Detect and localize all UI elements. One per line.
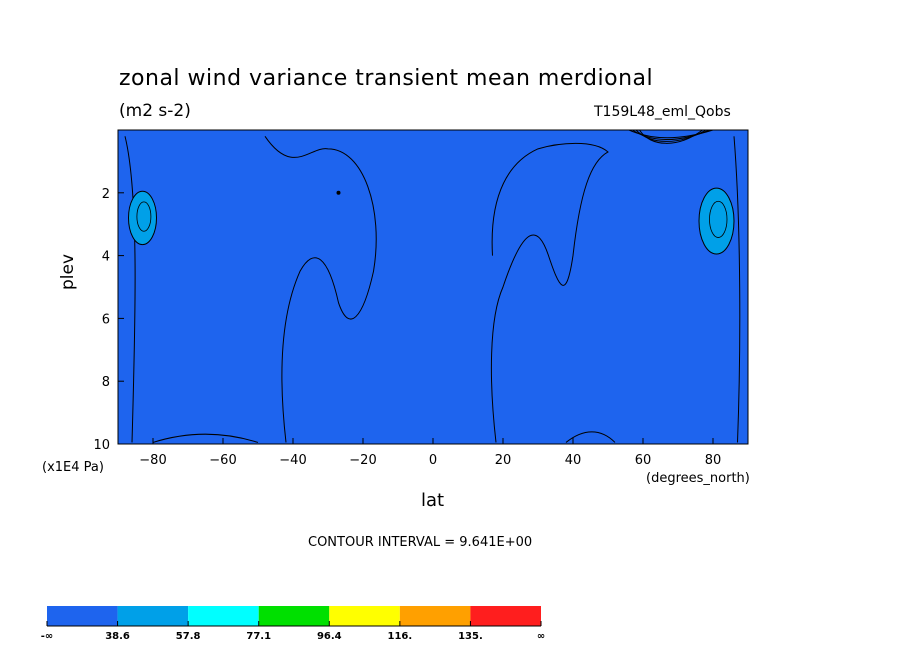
contour-interval: CONTOUR INTERVAL = 9.641E+00	[308, 535, 533, 550]
contour-line-bottom-right	[565, 431, 616, 443]
filled-field	[118, 130, 748, 444]
contour-line-left-edge	[124, 136, 136, 443]
plot-area	[118, 129, 748, 444]
y-axis-unit: (x1E4 Pa)	[42, 460, 104, 475]
y-tick-label: 10	[93, 438, 110, 453]
x-tick-label: 60	[635, 453, 652, 468]
packed-contour-top-3	[635, 129, 707, 142]
x-tick-label: 80	[705, 453, 722, 468]
colorbar-swatch	[329, 606, 400, 626]
x-axis-unit: (degrees_north)	[646, 471, 750, 486]
x-tick-label: 0	[429, 453, 437, 468]
x-tick-label: 20	[495, 453, 512, 468]
contour-line-northern-tongue	[490, 142, 609, 443]
colorbar-swatch	[470, 606, 541, 626]
variance-region-2	[698, 187, 735, 255]
colorbar-label: 135.	[458, 631, 483, 642]
chart-title: zonal wind variance transient mean merdi…	[119, 66, 654, 91]
colorbar-swatch	[117, 606, 189, 626]
colorbar-swatch	[47, 606, 118, 626]
run-label: T159L48_eml_Qobs	[594, 104, 731, 120]
colorbar-label: 38.6	[105, 631, 130, 642]
contour-line-southern-tongue	[264, 135, 377, 443]
colorbar-swatch	[188, 606, 259, 626]
variance-region-inner-contour-1	[136, 201, 152, 232]
colorbar-label: -∞	[41, 631, 53, 642]
colorbar-label: 57.8	[176, 631, 201, 642]
x-tick-label: −80	[139, 453, 166, 468]
variance-region-inner-contour-2	[709, 200, 728, 238]
packed-contour-top-4	[639, 129, 703, 144]
contour-line-right-edge	[733, 136, 741, 443]
x-tick-label: −20	[349, 453, 376, 468]
contour-line-bottom-left	[152, 433, 259, 443]
chart-units: (m2 s-2)	[119, 101, 191, 121]
x-tick-label: −40	[279, 453, 306, 468]
small-contour-feature	[336, 190, 341, 195]
colorbar-label: 77.1	[246, 631, 271, 642]
variance-region-1	[128, 190, 157, 246]
colorbar-swatch	[258, 606, 330, 626]
colorbar-swatch	[399, 606, 471, 626]
y-tick-label: 6	[102, 312, 110, 327]
colorbar-label: ∞	[537, 631, 545, 642]
x-tick-label: −60	[209, 453, 236, 468]
axes: −80 −60 −40 −20 0 20 40 60 80 2 4 6 8 10	[93, 129, 749, 468]
colorbar-label: 116.	[388, 631, 413, 642]
y-tick-label: 2	[102, 187, 110, 202]
y-tick-label: 4	[102, 250, 110, 265]
x-axis-label: lat	[421, 490, 445, 511]
y-tick-label: 8	[102, 375, 110, 390]
colorbar: -∞ 38.6 57.8 77.1 96.4 116. 135. ∞	[41, 606, 545, 642]
x-tick-label: 40	[565, 453, 582, 468]
colorbar-label: 96.4	[317, 631, 342, 642]
